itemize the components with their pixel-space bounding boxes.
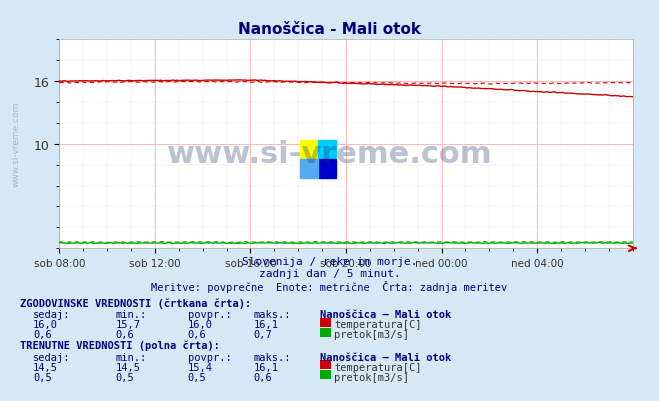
- Text: temperatura[C]: temperatura[C]: [334, 362, 422, 372]
- Text: sedaj:: sedaj:: [33, 310, 71, 320]
- Bar: [318, 159, 336, 178]
- Text: 16,0: 16,0: [33, 320, 58, 330]
- Text: Nanoščica – Mali otok: Nanoščica – Mali otok: [320, 310, 451, 320]
- Bar: [300, 159, 318, 178]
- Text: 0,6: 0,6: [115, 330, 134, 340]
- Text: temperatura[C]: temperatura[C]: [334, 320, 422, 330]
- Text: povpr.:: povpr.:: [188, 352, 231, 362]
- Text: 15,4: 15,4: [188, 362, 213, 372]
- Text: Slovenija / reke in morje.: Slovenija / reke in morje.: [242, 257, 417, 267]
- Text: maks.:: maks.:: [254, 352, 291, 362]
- Text: Meritve: povprečne  Enote: metrične  Črta: zadnja meritev: Meritve: povprečne Enote: metrične Črta:…: [152, 281, 507, 293]
- Text: 15,7: 15,7: [115, 320, 140, 330]
- Text: 16,1: 16,1: [254, 362, 279, 372]
- Bar: [318, 140, 336, 159]
- Text: Nanoščica - Mali otok: Nanoščica - Mali otok: [238, 22, 421, 37]
- Text: 16,0: 16,0: [188, 320, 213, 330]
- Text: www.si-vreme.com: www.si-vreme.com: [12, 102, 21, 187]
- Text: 0,5: 0,5: [188, 372, 206, 382]
- Text: pretok[m3/s]: pretok[m3/s]: [334, 372, 409, 382]
- Text: TRENUTNE VREDNOSTI (polna črta):: TRENUTNE VREDNOSTI (polna črta):: [20, 340, 219, 350]
- Text: maks.:: maks.:: [254, 310, 291, 320]
- Text: povpr.:: povpr.:: [188, 310, 231, 320]
- Text: 0,5: 0,5: [115, 372, 134, 382]
- Text: Nanoščica – Mali otok: Nanoščica – Mali otok: [320, 352, 451, 362]
- Bar: [300, 140, 318, 159]
- Text: 0,5: 0,5: [33, 372, 51, 382]
- Text: ZGODOVINSKE VREDNOSTI (črtkana črta):: ZGODOVINSKE VREDNOSTI (črtkana črta):: [20, 298, 251, 308]
- Text: sedaj:: sedaj:: [33, 352, 71, 362]
- Text: min.:: min.:: [115, 310, 146, 320]
- Text: 14,5: 14,5: [115, 362, 140, 372]
- Text: pretok[m3/s]: pretok[m3/s]: [334, 330, 409, 340]
- Text: www.si-vreme.com: www.si-vreme.com: [167, 140, 492, 169]
- Text: 14,5: 14,5: [33, 362, 58, 372]
- Text: min.:: min.:: [115, 352, 146, 362]
- Text: 16,1: 16,1: [254, 320, 279, 330]
- Text: zadnji dan / 5 minut.: zadnji dan / 5 minut.: [258, 269, 401, 279]
- Text: 0,6: 0,6: [188, 330, 206, 340]
- Text: 0,6: 0,6: [33, 330, 51, 340]
- Text: 0,7: 0,7: [254, 330, 272, 340]
- Text: 0,6: 0,6: [254, 372, 272, 382]
